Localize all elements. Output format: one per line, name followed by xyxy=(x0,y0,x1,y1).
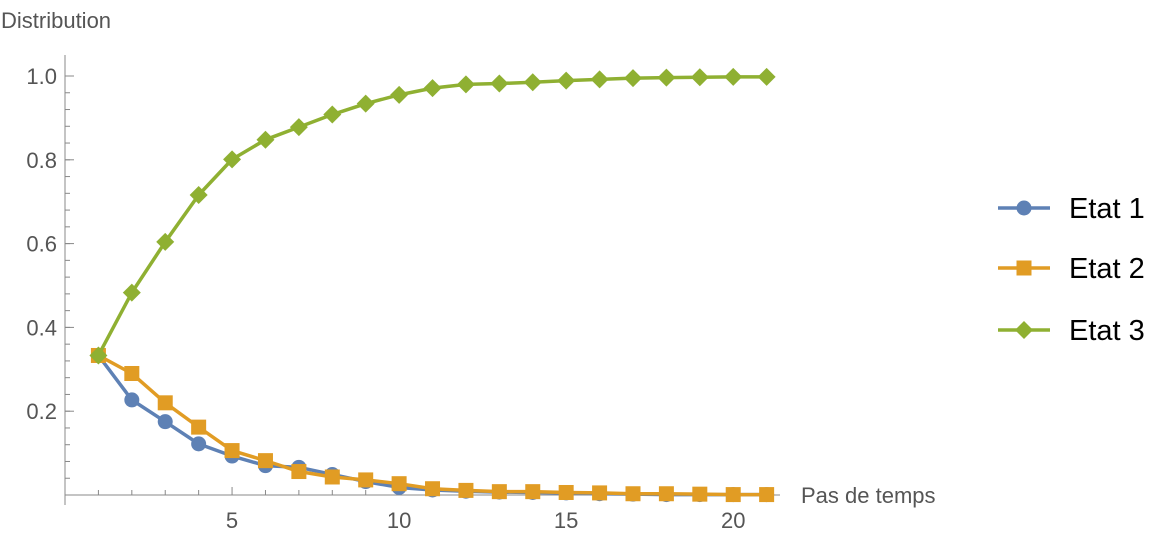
x-tick-label: 20 xyxy=(721,508,745,533)
legend-item-1: Etat 1 xyxy=(998,193,1145,225)
data-point xyxy=(191,419,207,435)
data-point xyxy=(356,94,375,113)
data-point xyxy=(124,392,140,408)
legend: Etat 1 Etat 2 Etat 3 xyxy=(998,193,1145,347)
series-2 xyxy=(90,347,775,503)
data-point xyxy=(657,68,676,87)
legend-label: Etat 1 xyxy=(1069,193,1145,225)
y-ticks: 0.2 0.4 0.6 0.8 1.0 xyxy=(26,64,74,479)
data-point xyxy=(425,481,441,497)
data-point xyxy=(623,69,642,88)
data-point xyxy=(224,443,240,459)
y-tick-label: 0.4 xyxy=(26,315,57,340)
data-point xyxy=(523,73,542,92)
data-point xyxy=(692,486,708,502)
data-point xyxy=(724,67,743,86)
series-3 xyxy=(89,67,776,365)
data-point xyxy=(491,484,507,500)
data-point xyxy=(256,130,275,149)
data-point xyxy=(725,487,741,503)
data-point xyxy=(690,68,709,87)
data-point xyxy=(157,414,173,430)
x-tick-label: 10 xyxy=(387,508,411,533)
data-point xyxy=(157,395,173,411)
data-point xyxy=(625,486,641,502)
data-point xyxy=(558,484,574,500)
data-point xyxy=(757,67,776,86)
plot-series xyxy=(89,67,776,503)
data-point xyxy=(490,74,509,93)
data-point xyxy=(590,70,609,89)
data-point xyxy=(557,71,576,90)
y-tick-label: 1.0 xyxy=(26,64,57,89)
data-point xyxy=(257,453,273,469)
legend-marker xyxy=(1016,200,1032,216)
data-point xyxy=(191,436,207,452)
data-point xyxy=(525,484,541,500)
legend-item-3: Etat 3 xyxy=(998,315,1145,347)
series-line xyxy=(96,75,767,357)
data-point xyxy=(458,482,474,498)
data-point xyxy=(89,346,108,365)
data-point xyxy=(289,118,308,137)
data-point xyxy=(390,85,409,104)
data-point xyxy=(759,487,775,503)
data-point xyxy=(291,464,307,480)
legend-label: Etat 3 xyxy=(1069,315,1145,347)
x-tick-label: 15 xyxy=(554,508,578,533)
y-tick-label: 0.6 xyxy=(26,232,57,257)
data-point xyxy=(124,365,140,381)
y-axis-title: Distribution xyxy=(1,8,111,33)
data-point xyxy=(323,105,342,124)
data-point xyxy=(189,185,208,204)
data-point xyxy=(391,476,407,492)
data-point xyxy=(324,469,340,485)
y-tick-label: 0.8 xyxy=(26,148,57,173)
legend-marker xyxy=(1015,321,1033,339)
data-point xyxy=(592,485,608,501)
y-tick-label: 0.2 xyxy=(26,399,57,424)
x-tick-label: 5 xyxy=(226,508,238,533)
legend-marker xyxy=(1016,260,1032,276)
data-point xyxy=(223,150,242,169)
data-point xyxy=(122,283,141,302)
data-point xyxy=(156,232,175,251)
data-point xyxy=(423,79,442,98)
data-point xyxy=(358,472,374,488)
legend-item-2: Etat 2 xyxy=(998,253,1145,285)
x-axis-title: Pas de temps xyxy=(801,483,936,508)
data-point xyxy=(658,486,674,502)
legend-label: Etat 2 xyxy=(1069,253,1145,285)
data-point xyxy=(456,75,475,94)
